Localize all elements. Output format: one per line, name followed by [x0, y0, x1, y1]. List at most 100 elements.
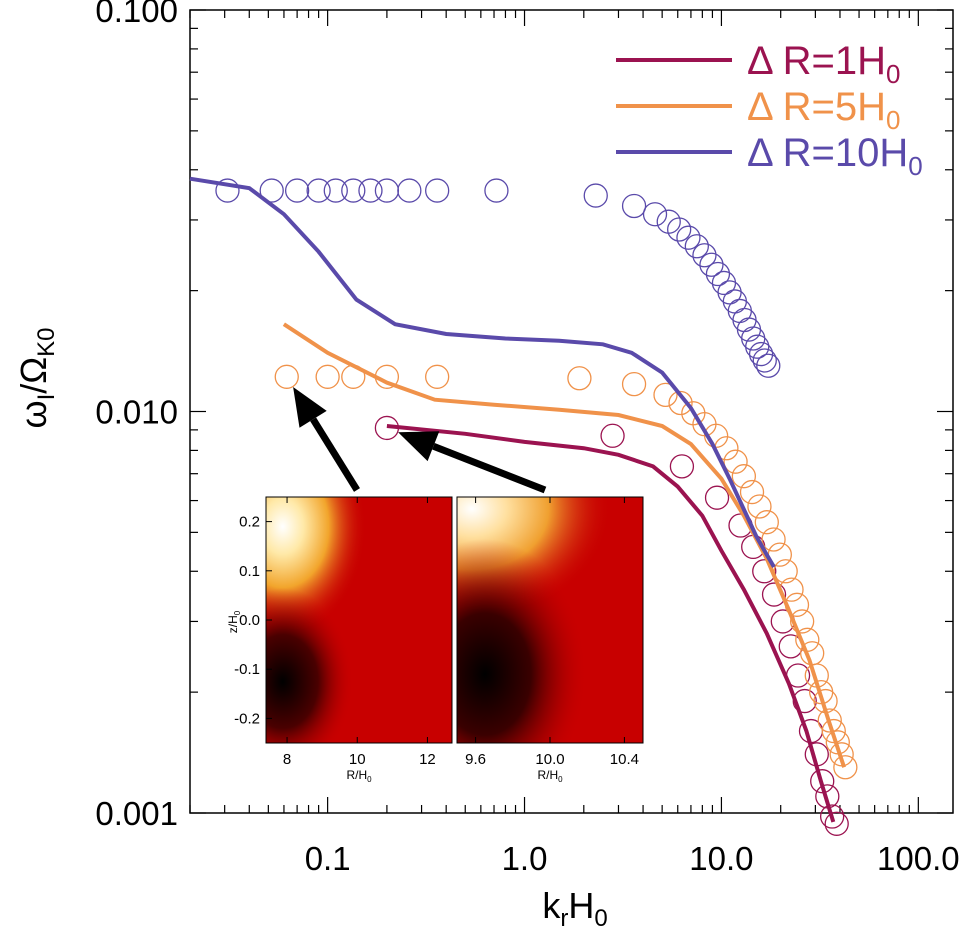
series-point — [789, 609, 815, 634]
series-point — [829, 742, 854, 767]
inset-right-xlabel-sub: 0 — [558, 775, 563, 784]
series-point — [732, 307, 757, 333]
series-point — [642, 202, 668, 227]
legend-label-sub: 0 — [886, 59, 900, 89]
legend-label: Δ R=5H0 — [747, 85, 900, 135]
series-point — [754, 510, 779, 535]
y-tick-label: 0.010 — [95, 394, 178, 431]
series-point — [800, 641, 825, 666]
x-tick-label: 100.0 — [877, 840, 960, 877]
series-point — [785, 663, 811, 688]
series-point — [692, 243, 717, 268]
x-axis-label-sub: r — [560, 905, 568, 930]
insets-group: 8 10 120.20.10.0-0.1-0.29.6 10.0 10.4 z/H0 R… — [226, 496, 644, 784]
series-point — [621, 371, 647, 397]
arrow-shaft — [432, 442, 547, 494]
y-axis-label-base: ω — [13, 400, 54, 428]
series-point — [773, 559, 798, 584]
series-point — [761, 527, 786, 552]
inset-ticks: 8 10 12 0.2 0.1 0.0 -0.1 -0.2 9.6 10.0 10.4 — [234, 497, 639, 768]
series-point — [727, 298, 752, 324]
series-point — [676, 225, 701, 250]
legend-label-sub: 0 — [908, 151, 922, 181]
series-point — [684, 234, 709, 259]
inset-x-tick-label: 10 — [349, 751, 366, 768]
inset-right-cold-blob — [457, 497, 643, 743]
legend-label-main: R=1H — [772, 39, 887, 83]
y-axis-label-sub: I — [33, 394, 60, 401]
y-axis-label: ωI/ΩK0 — [13, 327, 60, 428]
series-line — [386, 424, 836, 823]
inset-left — [265, 496, 453, 744]
legend-label: Δ R=1H0 — [747, 39, 900, 89]
y-tick-labels: 0.001 0.010 0.100 — [95, 0, 178, 832]
series-point — [804, 742, 829, 767]
inset-x-tick-label: 9.6 — [465, 751, 486, 768]
legend-label-main: R=5H — [772, 85, 887, 129]
series-point — [656, 209, 681, 234]
series-point — [821, 718, 846, 744]
series-point — [813, 688, 838, 714]
series-point — [567, 366, 592, 391]
series-point — [284, 178, 310, 203]
series-point — [817, 708, 842, 733]
series-point — [704, 485, 730, 510]
series-point — [722, 289, 748, 314]
series-point — [833, 755, 858, 780]
series-point — [583, 183, 608, 208]
inset-x-tick-label: 10.4 — [610, 751, 639, 768]
series-point — [748, 341, 774, 367]
inset-ylabel-main: z/H — [226, 615, 240, 633]
series-point — [667, 217, 692, 242]
series-point — [425, 364, 450, 389]
inset-y-tick-label: -0.2 — [234, 710, 260, 727]
inset-y-tick-label: 0.2 — [239, 514, 260, 531]
series-point — [739, 479, 765, 505]
series-point — [306, 178, 331, 203]
inset-ylabel: z/H0 — [226, 610, 242, 633]
legend-label-main: R=10H — [772, 131, 909, 175]
series-point — [705, 261, 731, 287]
x-axis-label-tailsub: 0 — [594, 905, 607, 930]
series-point — [752, 559, 777, 584]
series-point — [341, 364, 366, 389]
series-point — [824, 811, 849, 836]
legend-label-sub: 0 — [886, 105, 900, 135]
series-point — [669, 454, 695, 479]
series-point — [259, 178, 284, 203]
series-point — [795, 627, 820, 652]
series-point — [784, 592, 810, 617]
series-point — [653, 382, 678, 408]
inset-left-xlabel-sub: 0 — [367, 775, 372, 784]
x-axis-label: krH0 — [542, 885, 607, 930]
series-point — [315, 364, 340, 389]
legend-label-delta: Δ — [747, 131, 773, 175]
inset-left-cold-blob — [266, 497, 452, 743]
series-point — [723, 449, 748, 474]
series-point — [341, 178, 366, 203]
series-point — [374, 178, 400, 203]
series-point — [804, 663, 829, 688]
inset-right-xlabel-main: R/H — [537, 768, 558, 782]
legend-label-delta: Δ — [747, 39, 773, 83]
inset-ylabel-sub: 0 — [233, 610, 242, 615]
series-line — [282, 322, 846, 768]
series-point — [815, 784, 840, 809]
legend-label-delta: Δ — [747, 85, 773, 129]
series-point — [484, 178, 509, 203]
series-point — [600, 423, 625, 448]
inset-right — [456, 496, 644, 744]
y-axis-label-mid: /Ω — [13, 357, 54, 394]
x-tick-label: 10.0 — [689, 840, 753, 877]
series-point — [358, 178, 383, 203]
inset-y-tick-label: 0.0 — [239, 612, 260, 629]
series-point — [323, 178, 348, 203]
series-point — [736, 317, 762, 342]
series-point — [825, 730, 850, 755]
series-point — [761, 582, 787, 607]
x-tick-label: 1.0 — [502, 840, 548, 877]
series-point — [747, 494, 772, 519]
series-point — [779, 577, 804, 602]
